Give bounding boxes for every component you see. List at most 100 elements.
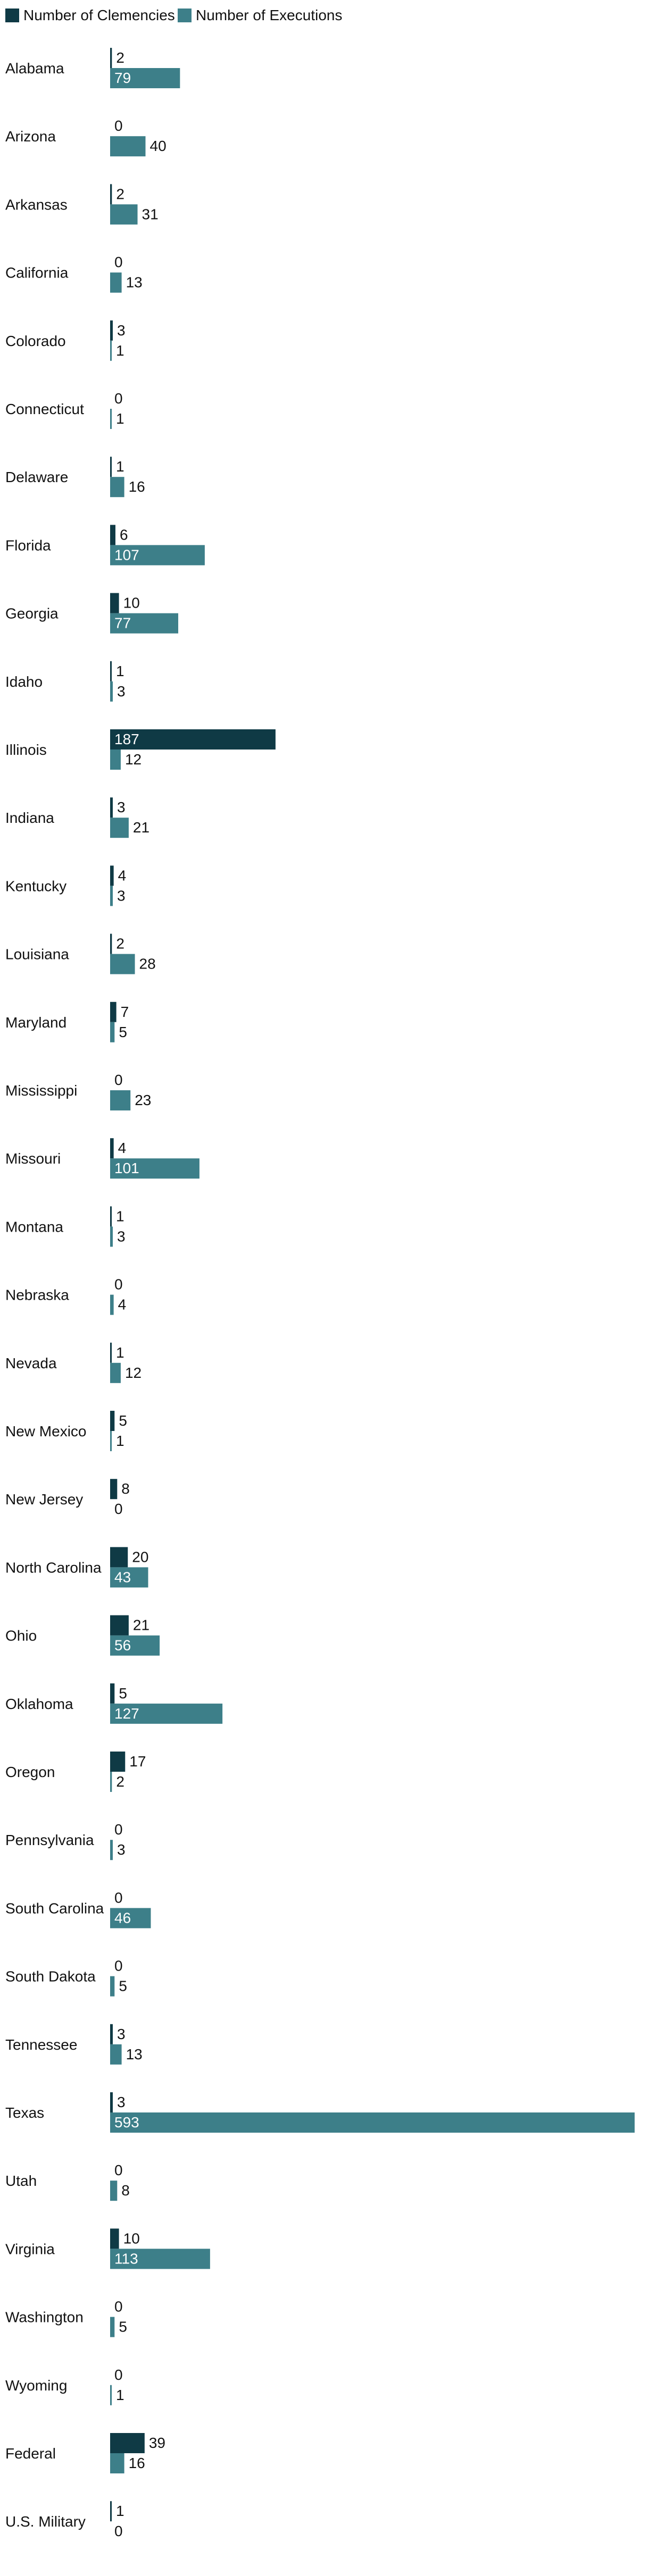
category-row: Connecticut 0 1 — [5, 390, 124, 429]
value-label: 3 — [117, 2094, 126, 2110]
value-label: 0 — [114, 1072, 123, 1088]
execution-bar — [110, 477, 124, 498]
execution-bar — [110, 409, 112, 429]
category-row: Idaho 1 3 — [5, 661, 126, 702]
category-row: Oklahoma 5 127 — [5, 1683, 223, 1724]
category-row: Colorado 3 1 — [5, 320, 126, 361]
value-label: 28 — [139, 956, 156, 972]
value-label: 0 — [114, 2162, 123, 2178]
execution-bar — [110, 1772, 112, 1792]
value-label: 2 — [116, 49, 124, 66]
clemency-bar — [110, 2501, 112, 2522]
execution-bar — [110, 2112, 635, 2133]
category-label: Florida — [5, 537, 51, 553]
value-label: 1 — [116, 1433, 124, 1449]
clemency-bar — [110, 729, 276, 750]
value-label: 1 — [116, 342, 124, 359]
value-label: 12 — [125, 751, 142, 768]
value-label: 1 — [116, 458, 124, 475]
category-label: Montana — [5, 1218, 63, 1235]
category-row: Arizona 0 40 — [5, 117, 167, 157]
clemency-bar — [110, 593, 119, 613]
execution-bar — [110, 1431, 112, 1451]
category-row: New Mexico 5 1 — [5, 1411, 127, 1451]
clemency-bar — [110, 1683, 115, 1704]
execution-bar — [110, 1635, 160, 1656]
category-row: Nevada 112 — [5, 1342, 142, 1383]
execution-bar — [110, 204, 138, 225]
clemency-bar — [110, 1342, 112, 1363]
category-label: Kentucky — [5, 878, 66, 894]
value-label: 3 — [117, 322, 126, 339]
value-label: 21 — [133, 819, 149, 836]
category-row: Washington 0 5 — [5, 2299, 127, 2337]
clemency-bar — [110, 797, 113, 818]
category-label: South Dakota — [5, 1968, 96, 1985]
value-label: 46 — [114, 1909, 131, 1926]
value-label: 1 — [116, 2503, 124, 2519]
clemency-bar — [110, 2092, 113, 2112]
category-label: Connecticut — [5, 401, 84, 417]
value-label: 7 — [121, 1004, 129, 1020]
execution-bar — [110, 750, 121, 770]
execution-bar — [110, 1158, 199, 1179]
execution-bar — [110, 2181, 118, 2201]
clemency-bar — [110, 525, 115, 545]
category-label: Washington — [5, 2309, 84, 2326]
value-label: 16 — [129, 478, 145, 495]
value-label: 0 — [114, 1958, 123, 1974]
execution-bar — [110, 2044, 122, 2065]
value-label: 16 — [129, 2455, 145, 2471]
category-label: Alabama — [5, 60, 64, 77]
value-label: 1 — [116, 410, 124, 427]
category-label: Delaware — [5, 469, 68, 485]
value-label: 6 — [120, 526, 128, 543]
value-label: 8 — [121, 1480, 130, 1497]
clemency-bar — [110, 661, 112, 681]
value-label: 39 — [149, 2435, 165, 2451]
category-row: Wyoming 0 1 — [5, 2367, 124, 2405]
clemency-bar — [110, 48, 112, 68]
value-label: 0 — [114, 2523, 123, 2539]
legend-label: Number of Executions — [196, 7, 342, 23]
execution-bar — [110, 1022, 115, 1042]
category-label: Nebraska — [5, 1287, 69, 1303]
value-label: 5 — [119, 1024, 127, 1040]
category-label: Oregon — [5, 1764, 55, 1780]
chart-rows: Alabama279Arizona040Arkansas231Californi… — [5, 48, 635, 2539]
execution-bar — [110, 681, 113, 702]
clemency-bar — [110, 2024, 113, 2044]
category-row: South Dakota 0 5 — [5, 1958, 127, 1997]
category-row: Utah 0 8 — [5, 2162, 130, 2201]
category-label: Louisiana — [5, 946, 69, 963]
value-label: 21 — [133, 1617, 149, 1634]
value-label: 77 — [114, 615, 131, 632]
value-label: 107 — [114, 546, 139, 563]
value-label: 79 — [114, 70, 131, 86]
category-label: Missouri — [5, 1150, 61, 1167]
clemency-bar — [110, 184, 112, 205]
execution-bar — [110, 1362, 121, 1383]
value-label: 0 — [114, 117, 123, 134]
value-label: 4 — [118, 1297, 127, 1313]
category-label: New Mexico — [5, 1423, 86, 1439]
value-label: 10 — [123, 2230, 140, 2246]
category-label: Maryland — [5, 1014, 66, 1031]
legend-swatch — [178, 9, 192, 22]
category-label: Arizona — [5, 128, 56, 145]
category-label: Nevada — [5, 1355, 57, 1371]
category-row: Oregon 17 2 — [5, 1752, 146, 1792]
value-label: 8 — [121, 2182, 130, 2199]
category-label: Tennessee — [5, 2036, 77, 2053]
value-label: 0 — [114, 1501, 123, 1517]
execution-bar — [110, 272, 122, 293]
category-row: Indiana 3 21 — [5, 797, 149, 838]
value-label: 10 — [123, 595, 140, 611]
value-label: 17 — [129, 1753, 146, 1770]
value-label: 0 — [114, 1889, 123, 1906]
value-label: 5 — [119, 1685, 127, 1702]
execution-bar — [110, 1908, 151, 1929]
value-label: 1 — [116, 1208, 124, 1224]
value-label: 127 — [114, 1705, 139, 1722]
